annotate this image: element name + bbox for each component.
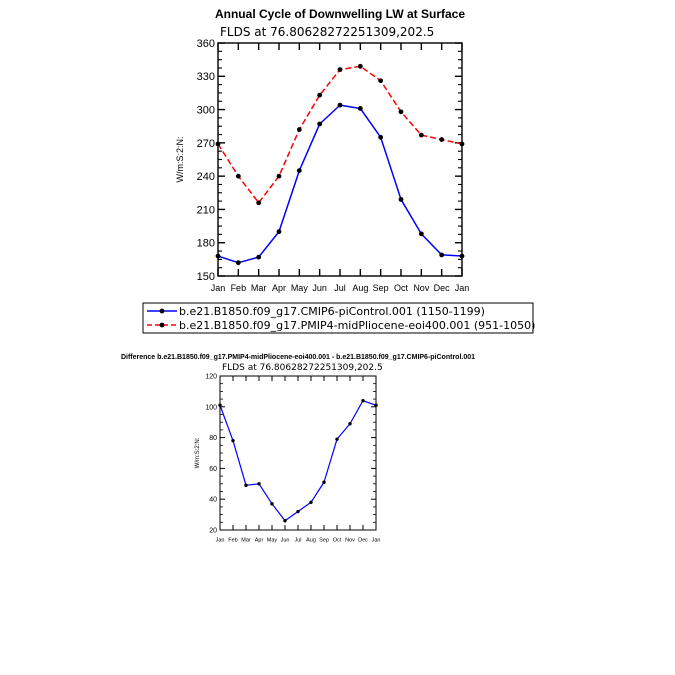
y-tick-label: 360 xyxy=(197,38,215,50)
data-point xyxy=(309,500,313,504)
y-axis-label: W/m:S:2:N: xyxy=(175,136,185,182)
y-tick-label: 330 xyxy=(197,71,215,83)
data-point xyxy=(257,482,261,486)
data-point xyxy=(317,121,323,127)
legend-marker xyxy=(159,308,165,314)
series-1 xyxy=(215,102,465,266)
legend-marker xyxy=(159,322,165,328)
chart-title: Difference b.e21.B1850.f09_g17.PMIP4-mid… xyxy=(121,354,475,361)
data-point xyxy=(276,229,282,235)
chart-subtitle: FLDS at 76.80628272251309,202.5 xyxy=(220,25,434,39)
data-point xyxy=(231,438,235,443)
data-point xyxy=(378,134,384,140)
data-point xyxy=(398,109,404,115)
data-point xyxy=(317,92,323,98)
data-point xyxy=(235,173,241,179)
series-line xyxy=(219,400,377,522)
y-tick-label: 80 xyxy=(209,435,217,442)
y-tick-label: 40 xyxy=(209,497,217,504)
x-tick-label: May xyxy=(267,538,278,544)
x-tick-label: Jan xyxy=(216,538,225,544)
x-tick-label: Jun xyxy=(281,538,290,544)
legend: b.e21.B1850.f09_g17.CMIP6-piControl.001 … xyxy=(142,302,535,334)
data-point xyxy=(235,260,241,266)
x-tick-label: Sep xyxy=(373,283,389,293)
data-point xyxy=(439,252,445,258)
x-tick-label: Dec xyxy=(358,538,368,544)
data-point xyxy=(378,78,384,84)
plot-frame xyxy=(217,42,463,277)
data-point xyxy=(256,200,262,206)
series-1 xyxy=(218,398,378,523)
x-tick-label: Jun xyxy=(312,283,327,293)
chart-subtitle: FLDS at 76.80628272251309,202.5 xyxy=(222,363,383,373)
data-point xyxy=(439,137,445,142)
x-tick-label: Aug xyxy=(352,283,368,293)
data-point xyxy=(357,63,363,69)
y-tick-label: 270 xyxy=(197,138,215,150)
series-line xyxy=(217,65,463,204)
data-point xyxy=(335,437,339,441)
data-point xyxy=(357,106,363,111)
y-tick-label: 210 xyxy=(197,204,215,216)
data-point xyxy=(418,132,424,138)
x-tick-label: May xyxy=(291,283,309,293)
legend-label: b.e21.B1850.f09_g17.PMIP4-midPliocene-eo… xyxy=(179,319,535,332)
data-point xyxy=(361,398,365,403)
x-tick-label: Oct xyxy=(394,283,409,293)
y-tick-label: 100 xyxy=(205,404,217,411)
y-tick-label: 150 xyxy=(197,271,215,283)
data-point xyxy=(348,422,352,426)
plot-frame xyxy=(219,375,377,531)
x-tick-label: Mar xyxy=(241,538,251,544)
x-tick-label: Feb xyxy=(228,538,237,544)
x-tick-label: Dec xyxy=(434,283,451,293)
data-point xyxy=(322,480,326,484)
data-point xyxy=(337,67,343,73)
data-point xyxy=(296,168,302,173)
y-tick-label: 240 xyxy=(197,171,215,183)
y-tick-label: 120 xyxy=(205,374,217,381)
data-point xyxy=(418,231,424,237)
legend-label: b.e21.B1850.f09_g17.CMIP6-piControl.001 … xyxy=(179,305,485,318)
y-tick-label: 20 xyxy=(209,528,217,535)
x-tick-label: Oct xyxy=(333,538,342,544)
x-tick-label: Jan xyxy=(372,538,381,544)
x-tick-label: Aug xyxy=(306,538,316,544)
y-axis-label: W/m:S:2:N: xyxy=(195,437,201,468)
chart-2: Difference b.e21.B1850.f09_g17.PMIP4-mid… xyxy=(121,354,475,544)
data-point xyxy=(398,197,404,202)
data-point xyxy=(296,509,300,514)
data-point xyxy=(256,254,262,260)
data-point xyxy=(244,483,248,488)
data-point xyxy=(283,519,287,523)
legend-box xyxy=(142,302,534,334)
x-tick-label: Apr xyxy=(272,283,286,293)
y-tick-label: 180 xyxy=(197,238,215,250)
data-point xyxy=(337,102,343,108)
data-point xyxy=(296,127,302,132)
chart-title: Annual Cycle of Downwelling LW at Surfac… xyxy=(215,7,465,21)
x-tick-label: Mar xyxy=(251,283,267,293)
y-tick-label: 60 xyxy=(209,466,217,473)
x-tick-label: Apr xyxy=(255,538,264,544)
x-tick-label: Jul xyxy=(334,283,346,293)
data-point xyxy=(276,173,282,179)
chart-1: Annual Cycle of Downwelling LW at Surfac… xyxy=(142,7,535,334)
x-tick-label: Jul xyxy=(294,538,301,544)
x-tick-label: Nov xyxy=(345,538,355,544)
x-tick-label: Jan xyxy=(455,283,470,293)
series-line xyxy=(217,104,463,264)
data-point xyxy=(270,502,274,506)
x-tick-label: Sep xyxy=(319,538,329,544)
y-tick-label: 300 xyxy=(197,105,215,117)
x-tick-label: Jan xyxy=(211,283,226,293)
series-2 xyxy=(215,63,465,206)
x-tick-label: Feb xyxy=(231,283,247,293)
x-tick-label: Nov xyxy=(413,283,430,293)
